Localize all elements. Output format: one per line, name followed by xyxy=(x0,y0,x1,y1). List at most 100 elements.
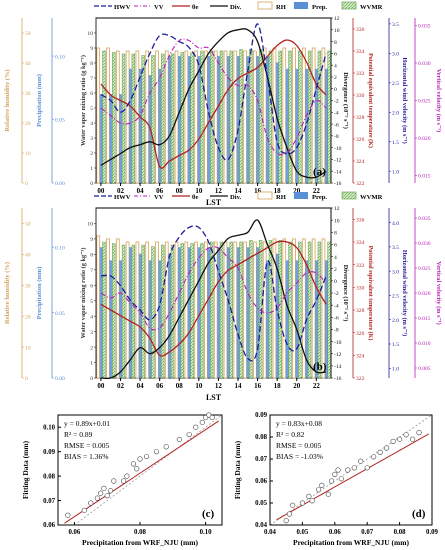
legend-label: WVMR xyxy=(360,194,383,201)
scatter-point xyxy=(290,502,296,508)
scatter-point xyxy=(104,493,110,499)
x-tick-label: 08 xyxy=(176,187,184,195)
x-tick-label: 22 xyxy=(313,382,321,390)
wvmr-tick-label: 5 xyxy=(90,299,93,305)
one-to-one-line xyxy=(269,414,433,526)
wvmr-bar xyxy=(317,50,322,184)
divergence-tick-label: 12 xyxy=(334,16,340,22)
y-axis-label: Fitting Data (mm) xyxy=(233,440,242,499)
hwv-tick-label: 1.5 xyxy=(392,342,399,348)
rh-bar xyxy=(174,241,179,379)
scatter-point xyxy=(371,454,377,460)
prep-bar xyxy=(99,94,103,183)
scatter-point xyxy=(111,478,117,484)
prep-bar xyxy=(236,56,240,184)
rh-bar xyxy=(272,47,277,184)
vv-tick-label: 0.010 xyxy=(418,341,431,347)
x-tick-label: 06 xyxy=(156,382,164,390)
x-axis-label: LST xyxy=(206,393,222,402)
x-tick-label: 0.08 xyxy=(394,529,406,536)
hwv-tick-label: 1.0 xyxy=(392,169,399,175)
wvmr-bar xyxy=(298,241,302,379)
prep-bar xyxy=(197,247,201,378)
divergence-tick-label: 12 xyxy=(334,206,340,212)
prep-bar xyxy=(256,247,260,378)
prep-bar xyxy=(226,247,230,378)
scatter-point xyxy=(153,449,159,455)
wvmr-bar xyxy=(298,50,302,184)
prep-bar xyxy=(119,260,123,378)
scatter-point xyxy=(176,436,182,443)
hwv-tick-label: 2.5 xyxy=(392,294,399,300)
x-tick-label: 22 xyxy=(313,187,321,195)
rh-bar xyxy=(204,50,208,184)
hwv-tick-label: 2.0 xyxy=(392,318,399,324)
x-tick-label: 02 xyxy=(117,187,125,195)
legend-swatch-rh xyxy=(257,1,273,10)
hwv-tick-label: 1.0 xyxy=(392,366,399,372)
rh-bar xyxy=(125,50,130,184)
fit-line xyxy=(64,420,219,524)
wvmr-bar xyxy=(249,49,253,184)
wvmr-bar xyxy=(219,50,224,184)
panel-tag: (a) xyxy=(313,166,326,178)
divergence-tick-label: -10 xyxy=(334,146,342,152)
x-tick-label: 0.04 xyxy=(264,529,276,536)
rh-bar xyxy=(321,238,326,379)
prep-bar xyxy=(295,260,299,378)
relative_humidity-tick-label: 0 xyxy=(25,376,28,382)
relative_humidity-tick-label: 10 xyxy=(25,151,31,157)
wvmr-bar xyxy=(102,50,106,184)
legend-label: HWV xyxy=(114,194,131,201)
wvmr-bar xyxy=(317,241,322,379)
legend-label: VV xyxy=(154,194,164,201)
x-tick-label: 12 xyxy=(215,382,223,390)
x-axis-label: Precipitation from WRF_NJU (mm) xyxy=(82,538,199,547)
hwv-line xyxy=(100,23,327,161)
scatter-point xyxy=(299,500,306,506)
div-line xyxy=(100,219,327,380)
x-tick-label: 20 xyxy=(293,382,301,390)
legend-label: Prep. xyxy=(312,194,327,201)
rh-bar xyxy=(194,50,198,184)
theta_e-tick-label: 328 xyxy=(356,308,365,314)
prep-bar xyxy=(266,56,270,184)
wvmr-bar xyxy=(268,50,273,184)
wvmr-bar xyxy=(268,240,273,379)
wvmr-bar xyxy=(200,50,204,184)
prep-bar xyxy=(275,62,279,183)
wvmr-bar xyxy=(190,243,194,379)
scatter-point xyxy=(384,445,390,451)
hwv-tick-label: 2.0 xyxy=(392,110,399,116)
legend-label: VV xyxy=(154,4,164,11)
prep-bar xyxy=(246,247,250,378)
wvmr-tick-label: 1 xyxy=(90,361,93,367)
panel-c: 0.06 0.08 0.100.060.070.080.090.10Precipit… xyxy=(21,412,223,547)
wvmr-bar xyxy=(219,241,224,379)
rh-bar xyxy=(184,241,189,379)
prep-bar xyxy=(295,68,299,183)
vv-tick-label: 0.025 xyxy=(418,266,431,272)
x-tick-label: 18 xyxy=(274,382,282,390)
legend-swatch-wvmr xyxy=(341,191,357,200)
divergence-tick-label: -8 xyxy=(334,328,339,334)
legend-label: Div. xyxy=(230,4,242,11)
vv-tick-label: 0.030 xyxy=(418,241,431,247)
stats-text: y = 0.83x+0.08 xyxy=(276,419,322,428)
hwv-tick-label: 2.5 xyxy=(392,81,399,87)
prep-bar xyxy=(158,68,162,183)
relative_humidity-tick-label: 50 xyxy=(25,222,31,228)
prep-bar xyxy=(138,253,142,378)
divergence-tick-label: -16 xyxy=(334,376,342,382)
vv-tick-label: 0.005 xyxy=(418,366,431,372)
panel-tag: (d) xyxy=(412,508,426,520)
divergence-tick-label: -14 xyxy=(334,169,342,175)
legend-swatch-prep xyxy=(294,192,308,199)
vv-tick-label: 0.020 xyxy=(418,136,431,142)
stats-text: R² = 0.82 xyxy=(276,430,305,439)
relative_humidity-tick-label: 30 xyxy=(25,283,31,289)
rh-bar xyxy=(223,241,228,379)
scatter-point xyxy=(130,461,137,467)
y-tick-label: 0.07 xyxy=(255,456,267,463)
vv-axis-label: Vertical velocity (m s⁻¹) xyxy=(435,261,442,325)
